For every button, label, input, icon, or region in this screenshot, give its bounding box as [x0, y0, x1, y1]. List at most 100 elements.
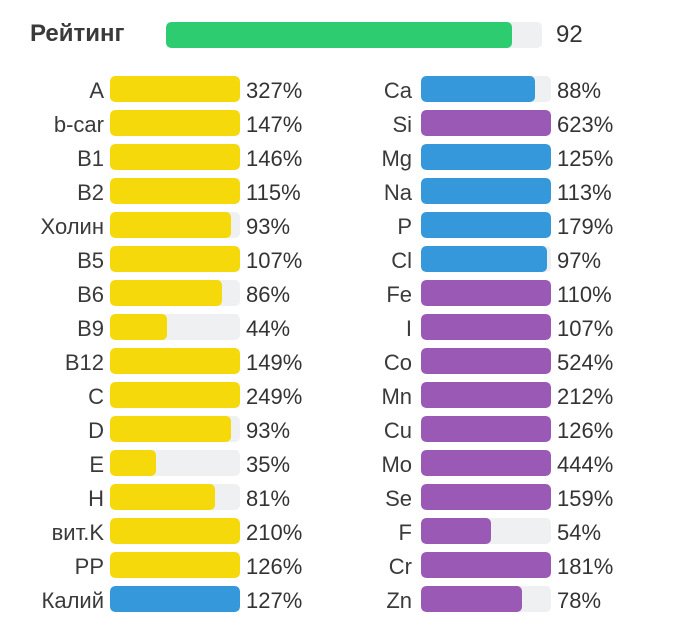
nutrient-percent: 81%	[246, 486, 291, 511]
nutrient-name: B2	[77, 180, 104, 205]
nutrient-bar-track	[421, 110, 551, 136]
nutrient-percent: 107%	[246, 248, 303, 273]
nutrient-bar	[110, 518, 240, 544]
nutrient-bar-track	[110, 76, 240, 102]
nutrient-name: вит.K	[51, 520, 104, 545]
nutrient-name: Na	[383, 180, 412, 205]
nutrient-percent: 113%	[557, 180, 612, 205]
nutrient-percent: 179%	[557, 214, 614, 239]
nutrient-percent: 181%	[557, 554, 614, 579]
nutrient-name: Se	[385, 486, 412, 511]
nutrient-percent: 159%	[557, 486, 614, 511]
nutrient-bar	[421, 246, 548, 272]
nutrient-bar	[110, 178, 240, 204]
nutrient-bar	[421, 280, 551, 306]
nutrient-name: B6	[77, 282, 104, 307]
nutrient-bar-track	[110, 178, 240, 204]
nutrient-bar-track	[421, 314, 551, 340]
nutrient-percent: 147%	[246, 112, 303, 137]
nutrient-bar-track	[421, 552, 551, 578]
nutrient-bar-track	[110, 382, 240, 408]
rating-bar	[166, 22, 542, 48]
nutrient-name: A	[89, 78, 104, 103]
nutrient-percent: 93%	[246, 214, 291, 239]
nutrient-name: Cr	[388, 554, 412, 579]
nutrient-bar	[421, 552, 551, 578]
nutrient-bar	[421, 348, 551, 374]
nutrient-name: Mn	[381, 384, 412, 409]
nutrient-bar-track	[421, 348, 551, 374]
nutrient-name: Ca	[383, 78, 412, 103]
nutrient-bar-track	[110, 518, 240, 544]
nutrient-bar-track	[421, 416, 551, 442]
nutrient-bar	[421, 416, 551, 442]
nutrient-name: PP	[74, 554, 104, 579]
nutrient-bar	[110, 382, 240, 408]
nutrient-bar-track	[110, 110, 240, 136]
nutrient-percent: 126%	[557, 418, 614, 443]
nutrient-bar	[421, 76, 536, 102]
nutrient-percent: 212%	[557, 384, 614, 409]
nutrient-name: Si	[392, 112, 412, 137]
nutrient-percent: 115%	[246, 180, 301, 205]
nutrient-name: P	[397, 214, 412, 239]
nutrient-bar	[421, 110, 551, 136]
nutrient-percent: 44%	[246, 316, 291, 341]
nutrient-bar-track	[110, 348, 240, 374]
nutrient-percent: 110%	[557, 282, 612, 307]
nutrient-name: I	[405, 316, 412, 341]
nutrient-percent: 327%	[246, 78, 303, 103]
nutrient-bar-track	[421, 280, 551, 306]
nutrient-name: F	[398, 520, 412, 545]
nutrient-name: B9	[77, 316, 104, 341]
nutrient-percent: 35%	[246, 452, 291, 477]
nutrient-bar-track	[110, 552, 240, 578]
nutrient-name: Холин	[40, 214, 104, 239]
nutrient-bar	[110, 110, 240, 136]
nutrient-bar-track	[110, 246, 240, 272]
nutrient-name: Калий	[41, 588, 104, 613]
nutrient-bar	[110, 280, 222, 306]
nutrient-percent: 524%	[557, 350, 614, 375]
nutrient-name: Fe	[386, 282, 412, 307]
nutrient-percent: 54%	[557, 520, 602, 545]
nutrient-bar	[421, 212, 551, 238]
nutrient-bar	[421, 484, 551, 510]
nutrient-bar-track	[110, 212, 240, 238]
nutrient-bar	[110, 76, 240, 102]
nutrient-name: Mg	[381, 146, 412, 171]
nutrient-bar	[110, 314, 168, 340]
nutrient-bar-track	[421, 76, 551, 102]
nutrient-bar	[421, 314, 551, 340]
rating-value: 92	[556, 21, 583, 48]
nutrient-percent: 78%	[557, 588, 602, 613]
nutrient-bar-track	[421, 246, 551, 272]
nutrient-name: Mo	[381, 452, 412, 477]
rating-label: Рейтинг	[30, 20, 125, 47]
nutrient-bar	[421, 144, 551, 170]
nutrient-bar	[110, 586, 240, 612]
nutrient-percent: 86%	[246, 282, 291, 307]
nutrient-bar-track	[110, 586, 240, 612]
nutrient-bar	[110, 246, 240, 272]
nutrient-bar	[421, 178, 551, 204]
nutrient-bar-track	[110, 416, 240, 442]
nutrient-percent: 126%	[246, 554, 303, 579]
nutrient-bar	[110, 212, 231, 238]
nutrient-percent: 149%	[246, 350, 303, 375]
rating-bar-fill	[166, 22, 512, 48]
nutrient-bar-track	[110, 450, 240, 476]
nutrient-name: b-car	[53, 112, 104, 137]
nutrient-bar	[110, 552, 240, 578]
nutrient-bar-track	[421, 586, 551, 612]
nutrient-name: Cl	[391, 248, 412, 273]
nutrient-percent: 249%	[246, 384, 303, 409]
nutrient-bar	[110, 484, 216, 510]
nutrient-bar	[421, 518, 492, 544]
nutrient-bar-track	[421, 484, 551, 510]
nutrient-name: B12	[64, 350, 104, 375]
nutrient-percent: 444%	[557, 452, 614, 477]
nutrient-percent: 146%	[246, 146, 303, 171]
nutrient-name: H	[88, 486, 104, 511]
nutrient-bar-track	[421, 518, 551, 544]
